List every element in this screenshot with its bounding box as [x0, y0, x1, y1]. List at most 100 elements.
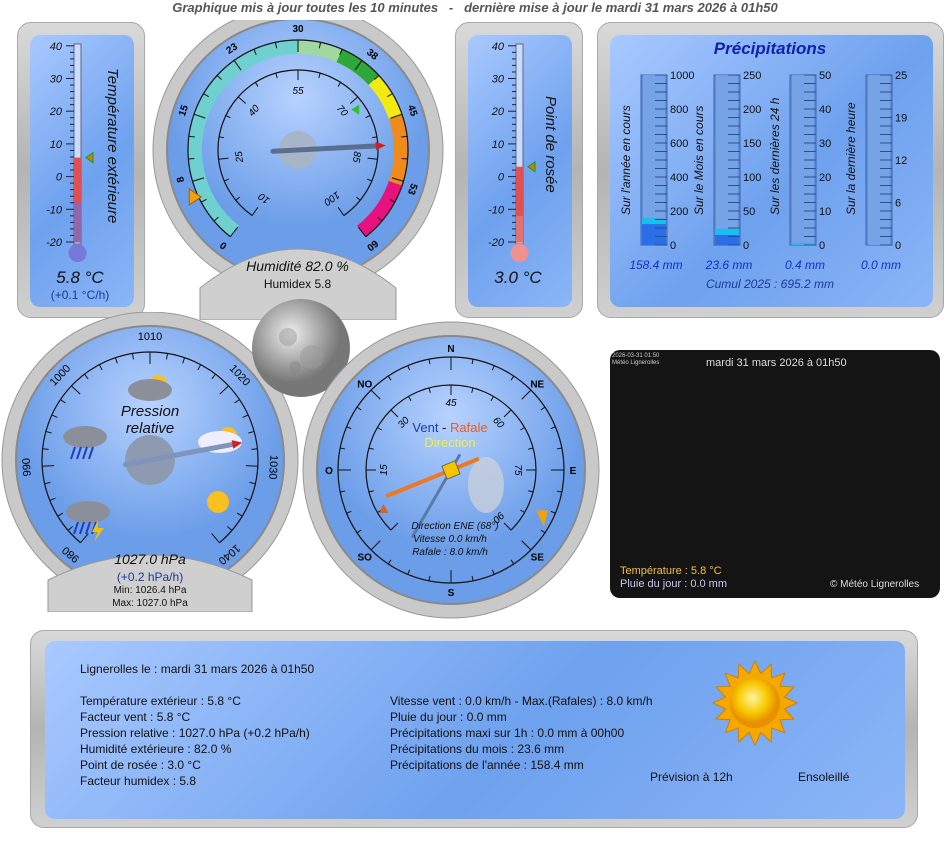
pressure-tick — [49, 497, 56, 501]
rain-gauge-value: 0.4 mm — [784, 258, 825, 272]
speed-tick — [390, 409, 399, 418]
forecast-value: Ensoleillé — [798, 770, 850, 784]
summary-line: Humidité extérieure : 82.0 % — [80, 742, 232, 756]
sun-icon — [207, 491, 229, 513]
humidex-tick — [318, 42, 322, 49]
rain-gauge-tick-label: 800 — [670, 104, 688, 116]
summary-line: Précipitations maxi sur 1h : 0.0 mm à 00… — [390, 726, 625, 740]
humidity-value: Humidité 82.0 % — [246, 258, 349, 274]
pressure-title-2: relative — [125, 420, 175, 437]
humidity-tick — [371, 136, 377, 139]
pressure-tick — [182, 357, 186, 364]
temperature-trend: (+0.1 °C/h) — [50, 288, 110, 302]
pressure-tick — [67, 526, 73, 531]
humidex-tick — [253, 49, 257, 55]
rain-gauge-tick-label: 25 — [895, 70, 907, 82]
speed-tick-label: 75 — [512, 464, 523, 476]
pressure-tick-label: 990 — [21, 458, 34, 477]
humidity-readout-cap — [199, 248, 397, 320]
rain-gauge-tick-label: 0 — [895, 240, 901, 252]
pressure-tick-label: 1030 — [266, 455, 279, 480]
humidex-tick — [387, 93, 393, 98]
compass-tick — [491, 569, 495, 575]
compass-tick — [491, 365, 495, 371]
pressure-title: Pression relative — [100, 403, 200, 437]
compass-tick — [346, 510, 352, 514]
compass-tick — [387, 559, 392, 565]
humidity-tick — [235, 196, 240, 201]
pressure-tick — [236, 512, 243, 517]
humidex-tick — [389, 198, 396, 203]
pressure-tick — [245, 465, 258, 467]
pressure-tick — [57, 512, 64, 517]
temperature-marker-icon — [85, 151, 94, 164]
webcam-image[interactable]: 2026-03-31 01:50 Météo Lignerolles mardi… — [610, 350, 940, 598]
thermometer-tick-label: 20 — [491, 106, 505, 118]
rain-drop — [73, 521, 79, 535]
thermometer-bulb — [68, 244, 87, 262]
compass-tick — [370, 389, 381, 400]
pressure-trend: (+0.2 hPa/h) — [116, 570, 184, 584]
dewpoint-label: Point de rosée — [542, 96, 559, 193]
compass-label-S: S — [448, 588, 455, 599]
pressure-tick — [71, 385, 81, 395]
compass-tick — [510, 375, 515, 381]
humidex-tick-label: 53 — [405, 182, 419, 196]
pressure-tick — [244, 497, 251, 501]
direction-label: Direction — [424, 435, 476, 450]
summary-line: Facteur humidex : 5.8 — [80, 774, 197, 788]
humidex-tick-label: 8 — [175, 175, 187, 184]
dewpoint-thermometer: -20 -10 0 10 20 30 40 — [488, 41, 536, 262]
humidity-tick-label: 25 — [234, 150, 246, 164]
summary-line: Température extérieur : 5.8 °C — [80, 694, 241, 708]
humidity-tick — [349, 96, 359, 104]
humidity-tick — [237, 96, 247, 104]
summary-line: Pression relative : 1027.0 hPa (+0.2 hPa… — [80, 726, 310, 740]
pressure-needle — [122, 441, 239, 468]
pressure-title-1: Pression — [120, 403, 180, 420]
rain-gauge-value: 0.0 mm — [860, 258, 901, 272]
summary-title: Lignerolles le : mardi 31 mars 2026 à 01… — [80, 662, 315, 676]
pressure-tick — [51, 414, 58, 418]
speed-marker-icon — [379, 504, 389, 513]
thermometer-tick-label: 30 — [50, 74, 63, 86]
compass-tick — [370, 540, 381, 551]
compass-tick — [521, 389, 532, 400]
sunny-forecast-icon — [712, 660, 798, 746]
humidity-tick — [251, 207, 259, 216]
thermometer-tick-label: 0 — [498, 172, 505, 184]
compass-tick — [407, 569, 411, 575]
pressure-tick — [227, 526, 233, 531]
rain-gauge-tick-label: 40 — [819, 104, 831, 116]
humidex-tick — [233, 60, 242, 71]
thermometer-tick-label: 10 — [492, 139, 505, 151]
thermometer-tick-label: -10 — [46, 204, 63, 216]
compass-tick — [540, 406, 546, 411]
humidex-tick — [188, 135, 195, 138]
humidity-tick — [254, 82, 259, 87]
pressure-tick — [248, 430, 255, 434]
humidity-tick-label: 85 — [350, 151, 362, 164]
rain-gauge-tick-label: 50 — [743, 206, 755, 218]
pressure-tick — [45, 430, 52, 434]
speed-tick — [503, 409, 512, 418]
pressure-tick-label: 1010 — [138, 331, 162, 343]
temperature-value: 5.8 °C — [56, 268, 104, 287]
rain-drop — [76, 446, 82, 460]
humidity-tick — [366, 178, 372, 182]
rain-drop — [79, 521, 85, 535]
webcam-stamp: 2026-03-31 01:50 — [612, 353, 660, 359]
thermometer-tick-label: -10 — [488, 204, 505, 216]
temperature-thermometer: -20 -10 0 10 20 30 40 — [46, 41, 94, 262]
pressure-tick — [131, 353, 134, 360]
speed-tick-label: 15 — [379, 464, 390, 476]
rain-gauge-tick-label: 1000 — [670, 70, 694, 82]
rain-gauge-tick-label: 150 — [743, 138, 761, 150]
compass-tick — [346, 426, 352, 430]
wind-direction: Direction ENE (68°) — [411, 521, 499, 532]
humidity-tick — [275, 73, 278, 79]
precipitation-gauges: 1000800600400200025020015010050050403020… — [640, 70, 907, 252]
